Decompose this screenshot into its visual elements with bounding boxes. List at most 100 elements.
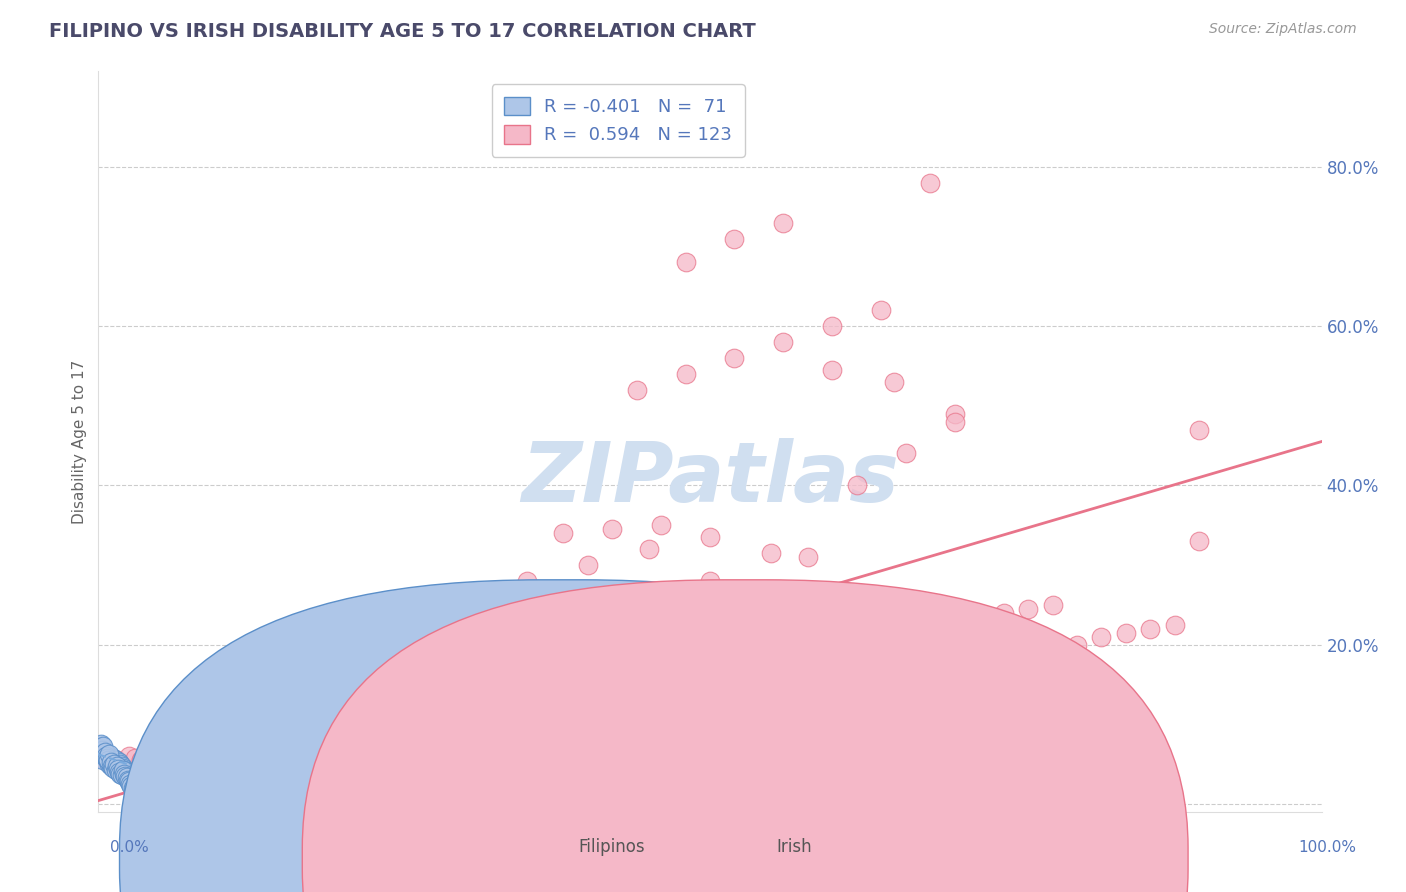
Point [103, 756, 125, 771]
Point [114, 769, 136, 783]
Point [101, 756, 124, 770]
Point [699, 574, 721, 588]
Text: Irish: Irish [776, 838, 813, 855]
Point [120, 777, 142, 791]
Point [96, 747, 118, 762]
Point [128, 790, 150, 805]
Point [111, 768, 134, 782]
Text: FILIPINO VS IRISH DISABILITY AGE 5 TO 17 CORRELATION CHART: FILIPINO VS IRISH DISABILITY AGE 5 TO 17… [49, 22, 756, 41]
Point [90, 737, 112, 751]
Point [163, 747, 186, 762]
Point [91, 742, 114, 756]
Point [191, 753, 214, 767]
Point [108, 764, 131, 779]
Point [101, 758, 124, 772]
Point [149, 761, 172, 775]
Point [723, 649, 745, 664]
Point [186, 747, 208, 762]
Point [139, 795, 162, 809]
Point [132, 789, 155, 803]
Point [894, 446, 917, 460]
Point [761, 646, 783, 660]
Point [650, 657, 672, 672]
Point [540, 685, 562, 699]
Point [89, 745, 111, 759]
Point [821, 363, 844, 377]
Point [943, 614, 966, 628]
Text: Filipinos: Filipinos [578, 838, 645, 855]
Point [797, 641, 820, 656]
Point [883, 375, 905, 389]
Point [142, 758, 165, 772]
Point [405, 693, 427, 707]
Point [114, 764, 136, 779]
Point [723, 231, 745, 245]
Point [1042, 598, 1064, 612]
Point [112, 766, 135, 780]
Point [120, 779, 142, 793]
Point [675, 367, 697, 381]
Point [89, 741, 111, 756]
Point [129, 792, 152, 806]
Point [675, 255, 697, 269]
Point [97, 753, 120, 767]
Point [943, 415, 966, 429]
Point [209, 758, 232, 772]
Point [1164, 617, 1187, 632]
Point [107, 758, 129, 772]
Point [101, 750, 124, 764]
Text: 100.0%: 100.0% [1299, 840, 1357, 855]
Point [1066, 638, 1088, 652]
Point [553, 681, 575, 696]
Point [295, 713, 318, 727]
Point [308, 729, 330, 743]
Point [179, 750, 201, 764]
Point [107, 762, 129, 776]
Point [91, 742, 114, 756]
Point [478, 685, 501, 699]
Point [93, 749, 115, 764]
Point [637, 541, 661, 556]
Point [129, 753, 152, 767]
Point [104, 753, 127, 767]
Point [105, 758, 128, 772]
Text: Source: ZipAtlas.com: Source: ZipAtlas.com [1209, 22, 1357, 37]
Point [845, 478, 868, 492]
Point [124, 750, 146, 764]
Point [1115, 625, 1137, 640]
Point [94, 749, 117, 764]
Legend: R = -0.401   N =  71, R =  0.594   N = 123: R = -0.401 N = 71, R = 0.594 N = 123 [492, 84, 745, 157]
Point [138, 794, 160, 808]
Text: 0.0%: 0.0% [110, 840, 149, 855]
Point [90, 739, 112, 754]
Point [259, 725, 281, 739]
Point [515, 574, 537, 588]
Point [104, 764, 127, 778]
Point [589, 669, 612, 683]
Point [97, 753, 120, 767]
Point [699, 657, 721, 672]
Point [761, 546, 783, 560]
Point [711, 653, 734, 667]
Y-axis label: Disability Age 5 to 17: Disability Age 5 to 17 [72, 359, 87, 524]
Point [650, 518, 672, 533]
Point [112, 764, 135, 778]
Point [845, 625, 868, 640]
Point [748, 590, 770, 604]
Point [118, 774, 141, 789]
Point [527, 690, 550, 704]
Point [111, 758, 134, 772]
Point [808, 638, 831, 652]
Point [115, 766, 138, 780]
Point [723, 351, 745, 365]
Point [134, 790, 156, 805]
Point [686, 661, 709, 675]
Point [124, 785, 146, 799]
Point [967, 609, 990, 624]
Point [197, 756, 219, 771]
Point [332, 721, 354, 735]
Point [1188, 423, 1211, 437]
Point [111, 761, 134, 775]
Point [283, 717, 305, 731]
Point [600, 673, 623, 688]
